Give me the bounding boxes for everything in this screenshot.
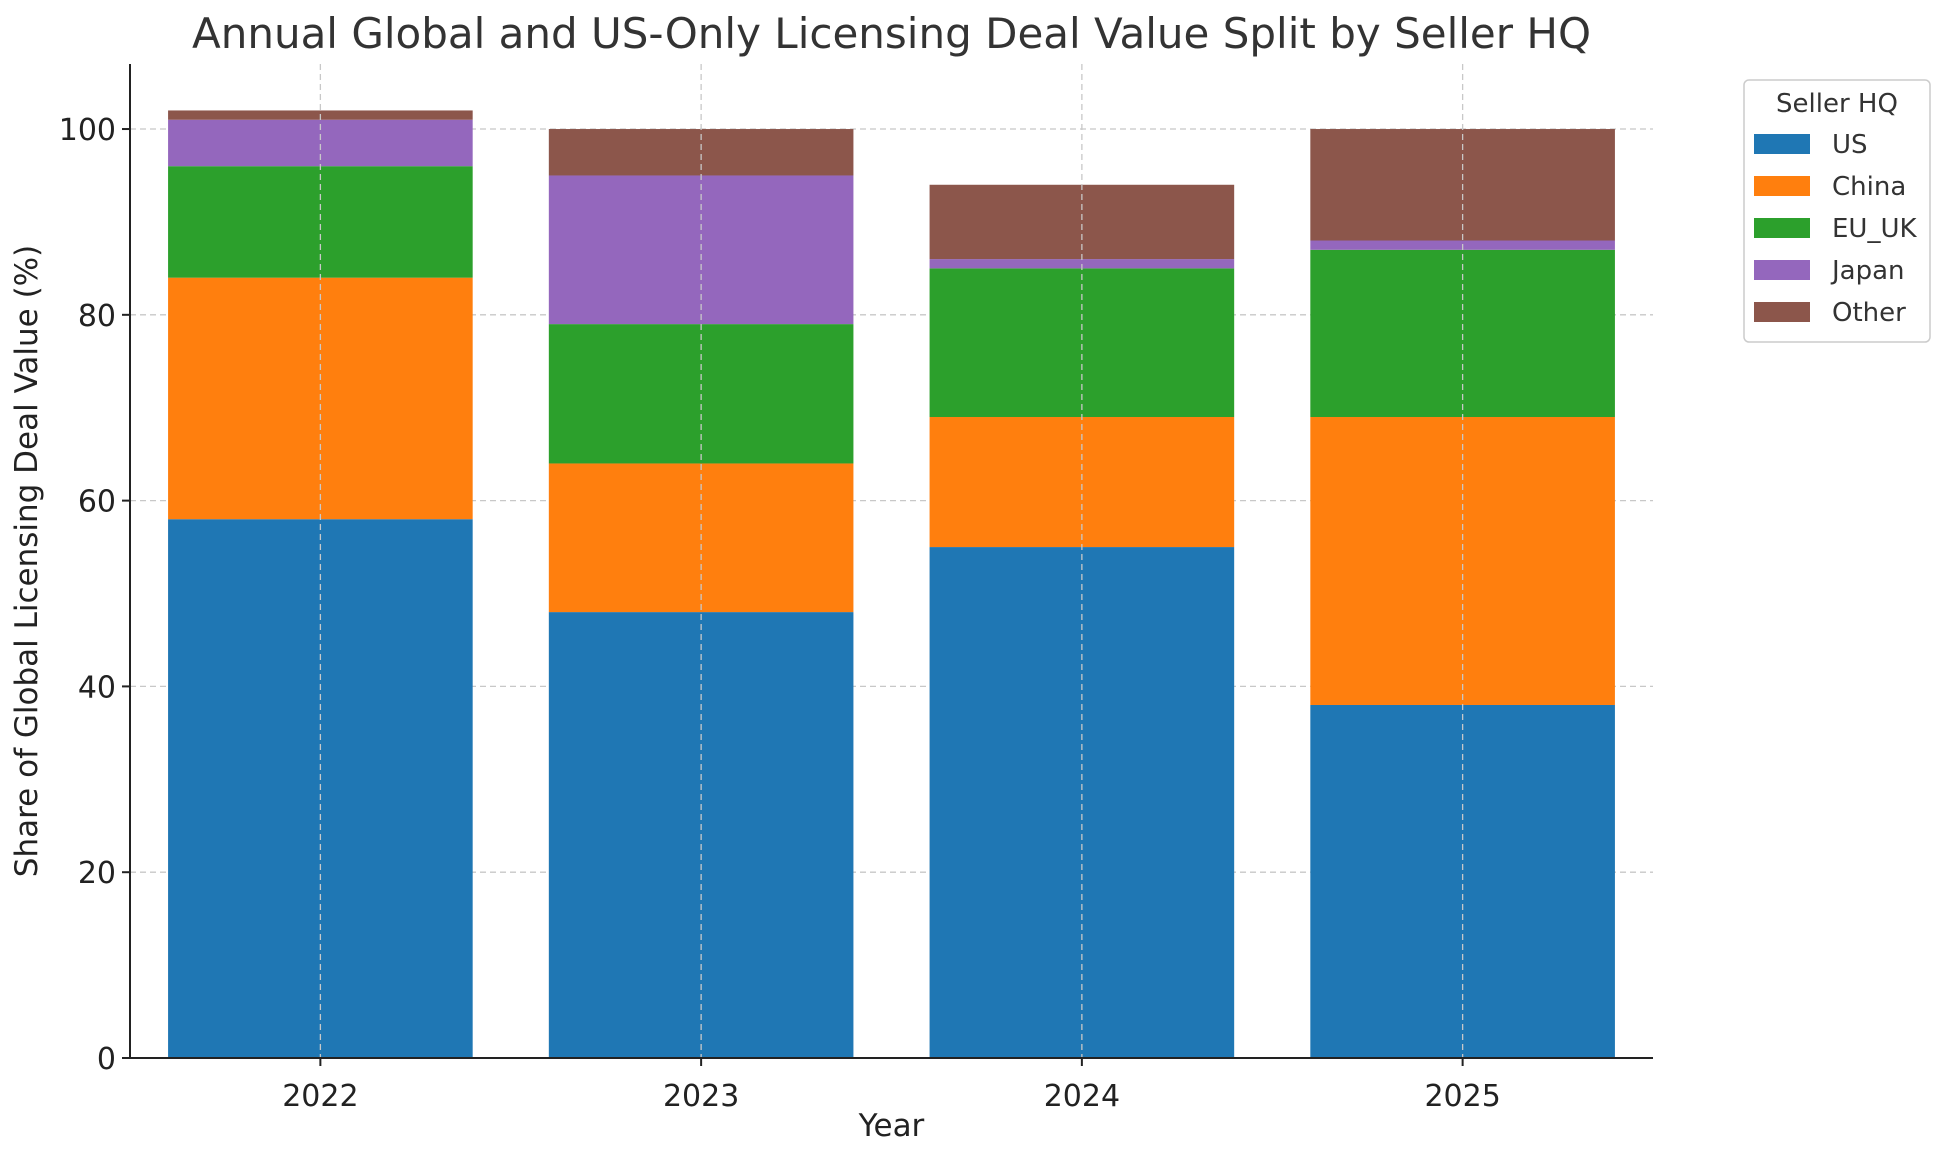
y-tick-label: 0 [97,1042,116,1077]
x-tick-label: 2025 [1424,1079,1500,1114]
legend: Seller HQ US China EU_UK Japan Other [1743,79,1931,343]
bar-eu-uk-2024 [929,268,1235,418]
chart-title: Annual Global and US-Only Licensing Deal… [192,9,1591,58]
legend-label-japan: Japan [1830,256,1905,286]
legend-label-us: US [1832,130,1868,160]
bar-us-2024 [929,547,1235,1058]
y-tick-label: 60 [78,485,116,520]
y-tick-label: 20 [78,856,116,891]
x-tick-label: 2022 [282,1079,358,1114]
legend-label-china: China [1832,172,1906,202]
y-tick-label: 100 [59,113,116,148]
y-tick-label: 80 [78,299,116,334]
legend-swatch-eu-uk [1754,218,1810,238]
legend-swatch-japan [1754,260,1810,280]
ticks: 0 20 40 60 80 100 2022 2023 2024 2025 [59,113,1501,1114]
x-axis-title: Year [858,1108,925,1144]
legend-items: US China EU_UK Japan Other [1754,130,1917,328]
legend-label-eu-uk: EU_UK [1832,214,1917,244]
legend-title: Seller HQ [1776,89,1898,119]
y-tick-label: 40 [78,670,116,705]
legend-swatch-other [1754,302,1810,322]
y-axis-title: Share of Global Licensing Deal Value (%) [9,245,45,877]
x-tick-label: 2024 [1044,1079,1120,1114]
x-tick-label: 2023 [663,1079,739,1114]
bar-eu-uk-2022 [168,166,473,278]
legend-swatch-china [1754,176,1810,196]
bar-china-2025 [1310,417,1615,705]
bar-japan-2024 [929,259,1235,269]
bars [168,64,1615,1058]
legend-label-other: Other [1832,298,1906,328]
legend-swatch-us [1754,134,1810,154]
axes [129,64,1653,1059]
